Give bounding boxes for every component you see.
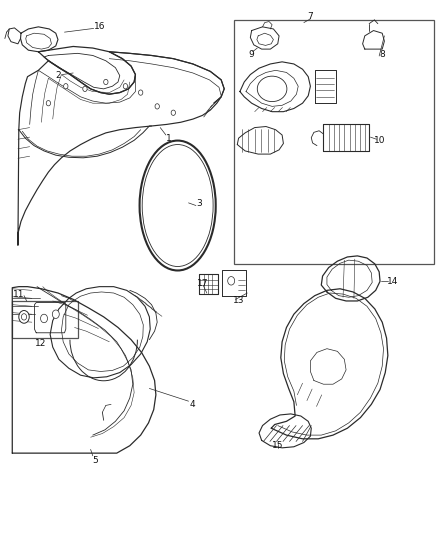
Text: 11: 11 — [13, 289, 25, 298]
Text: 3: 3 — [197, 199, 202, 208]
Bar — [234, 20, 434, 264]
Circle shape — [104, 79, 108, 85]
Text: 13: 13 — [233, 296, 244, 305]
Circle shape — [138, 90, 143, 95]
Circle shape — [46, 101, 50, 106]
Circle shape — [64, 84, 68, 89]
Circle shape — [228, 277, 235, 285]
Circle shape — [52, 310, 59, 318]
Circle shape — [83, 86, 87, 92]
Text: 4: 4 — [189, 400, 195, 409]
Circle shape — [41, 314, 47, 322]
Circle shape — [21, 314, 27, 320]
Bar — [12, 301, 78, 338]
Text: 7: 7 — [307, 12, 313, 21]
Circle shape — [19, 311, 29, 323]
Text: 12: 12 — [35, 339, 46, 348]
Text: 9: 9 — [249, 50, 254, 59]
Text: 10: 10 — [374, 136, 386, 145]
Circle shape — [171, 110, 176, 115]
Circle shape — [123, 84, 127, 89]
Text: 1: 1 — [166, 134, 172, 143]
Text: 5: 5 — [92, 456, 98, 465]
Text: 15: 15 — [272, 441, 283, 450]
Text: 2: 2 — [55, 71, 61, 80]
Text: 17: 17 — [197, 279, 208, 288]
Text: 14: 14 — [386, 277, 398, 286]
Circle shape — [155, 104, 159, 109]
Text: 8: 8 — [379, 50, 385, 59]
Text: 16: 16 — [94, 22, 105, 31]
